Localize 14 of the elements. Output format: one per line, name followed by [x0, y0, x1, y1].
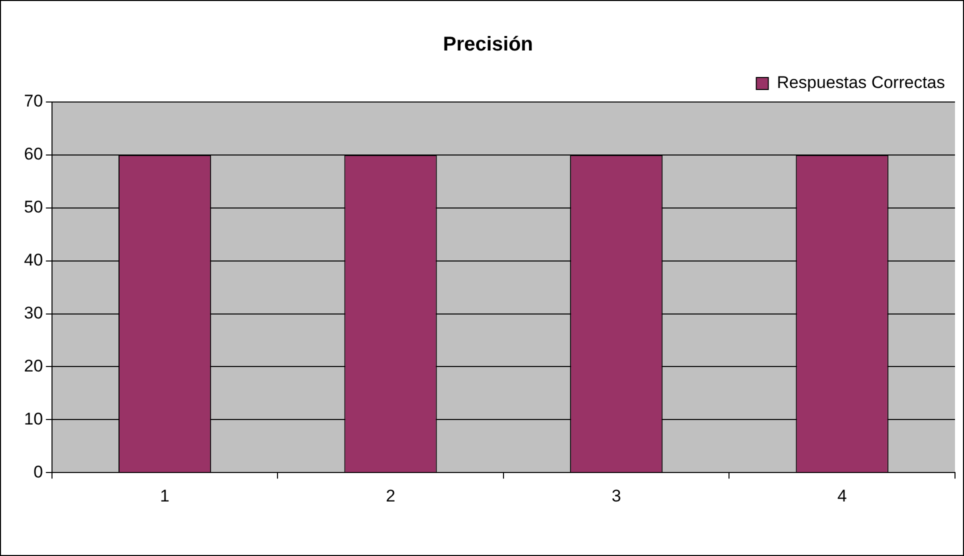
- y-tick-label: 70: [24, 92, 43, 111]
- y-tick-label: 30: [24, 303, 43, 322]
- y-tick-label: 0: [33, 462, 43, 482]
- chart-title: Precisión: [442, 34, 534, 56]
- y-tick-label: 20: [24, 356, 43, 376]
- y-tick-label: 50: [24, 198, 43, 217]
- legend-label: Respuestas Correctas: [776, 73, 946, 92]
- y-tick-label: 60: [24, 144, 43, 164]
- x-tick-label: 3: [612, 486, 622, 506]
- x-tick-label: 4: [837, 486, 847, 506]
- x-tick-label: 2: [386, 486, 396, 506]
- y-tick-label: 40: [24, 250, 43, 270]
- y-tick-label: 10: [24, 409, 43, 428]
- x-tick-label: 1: [160, 486, 170, 506]
